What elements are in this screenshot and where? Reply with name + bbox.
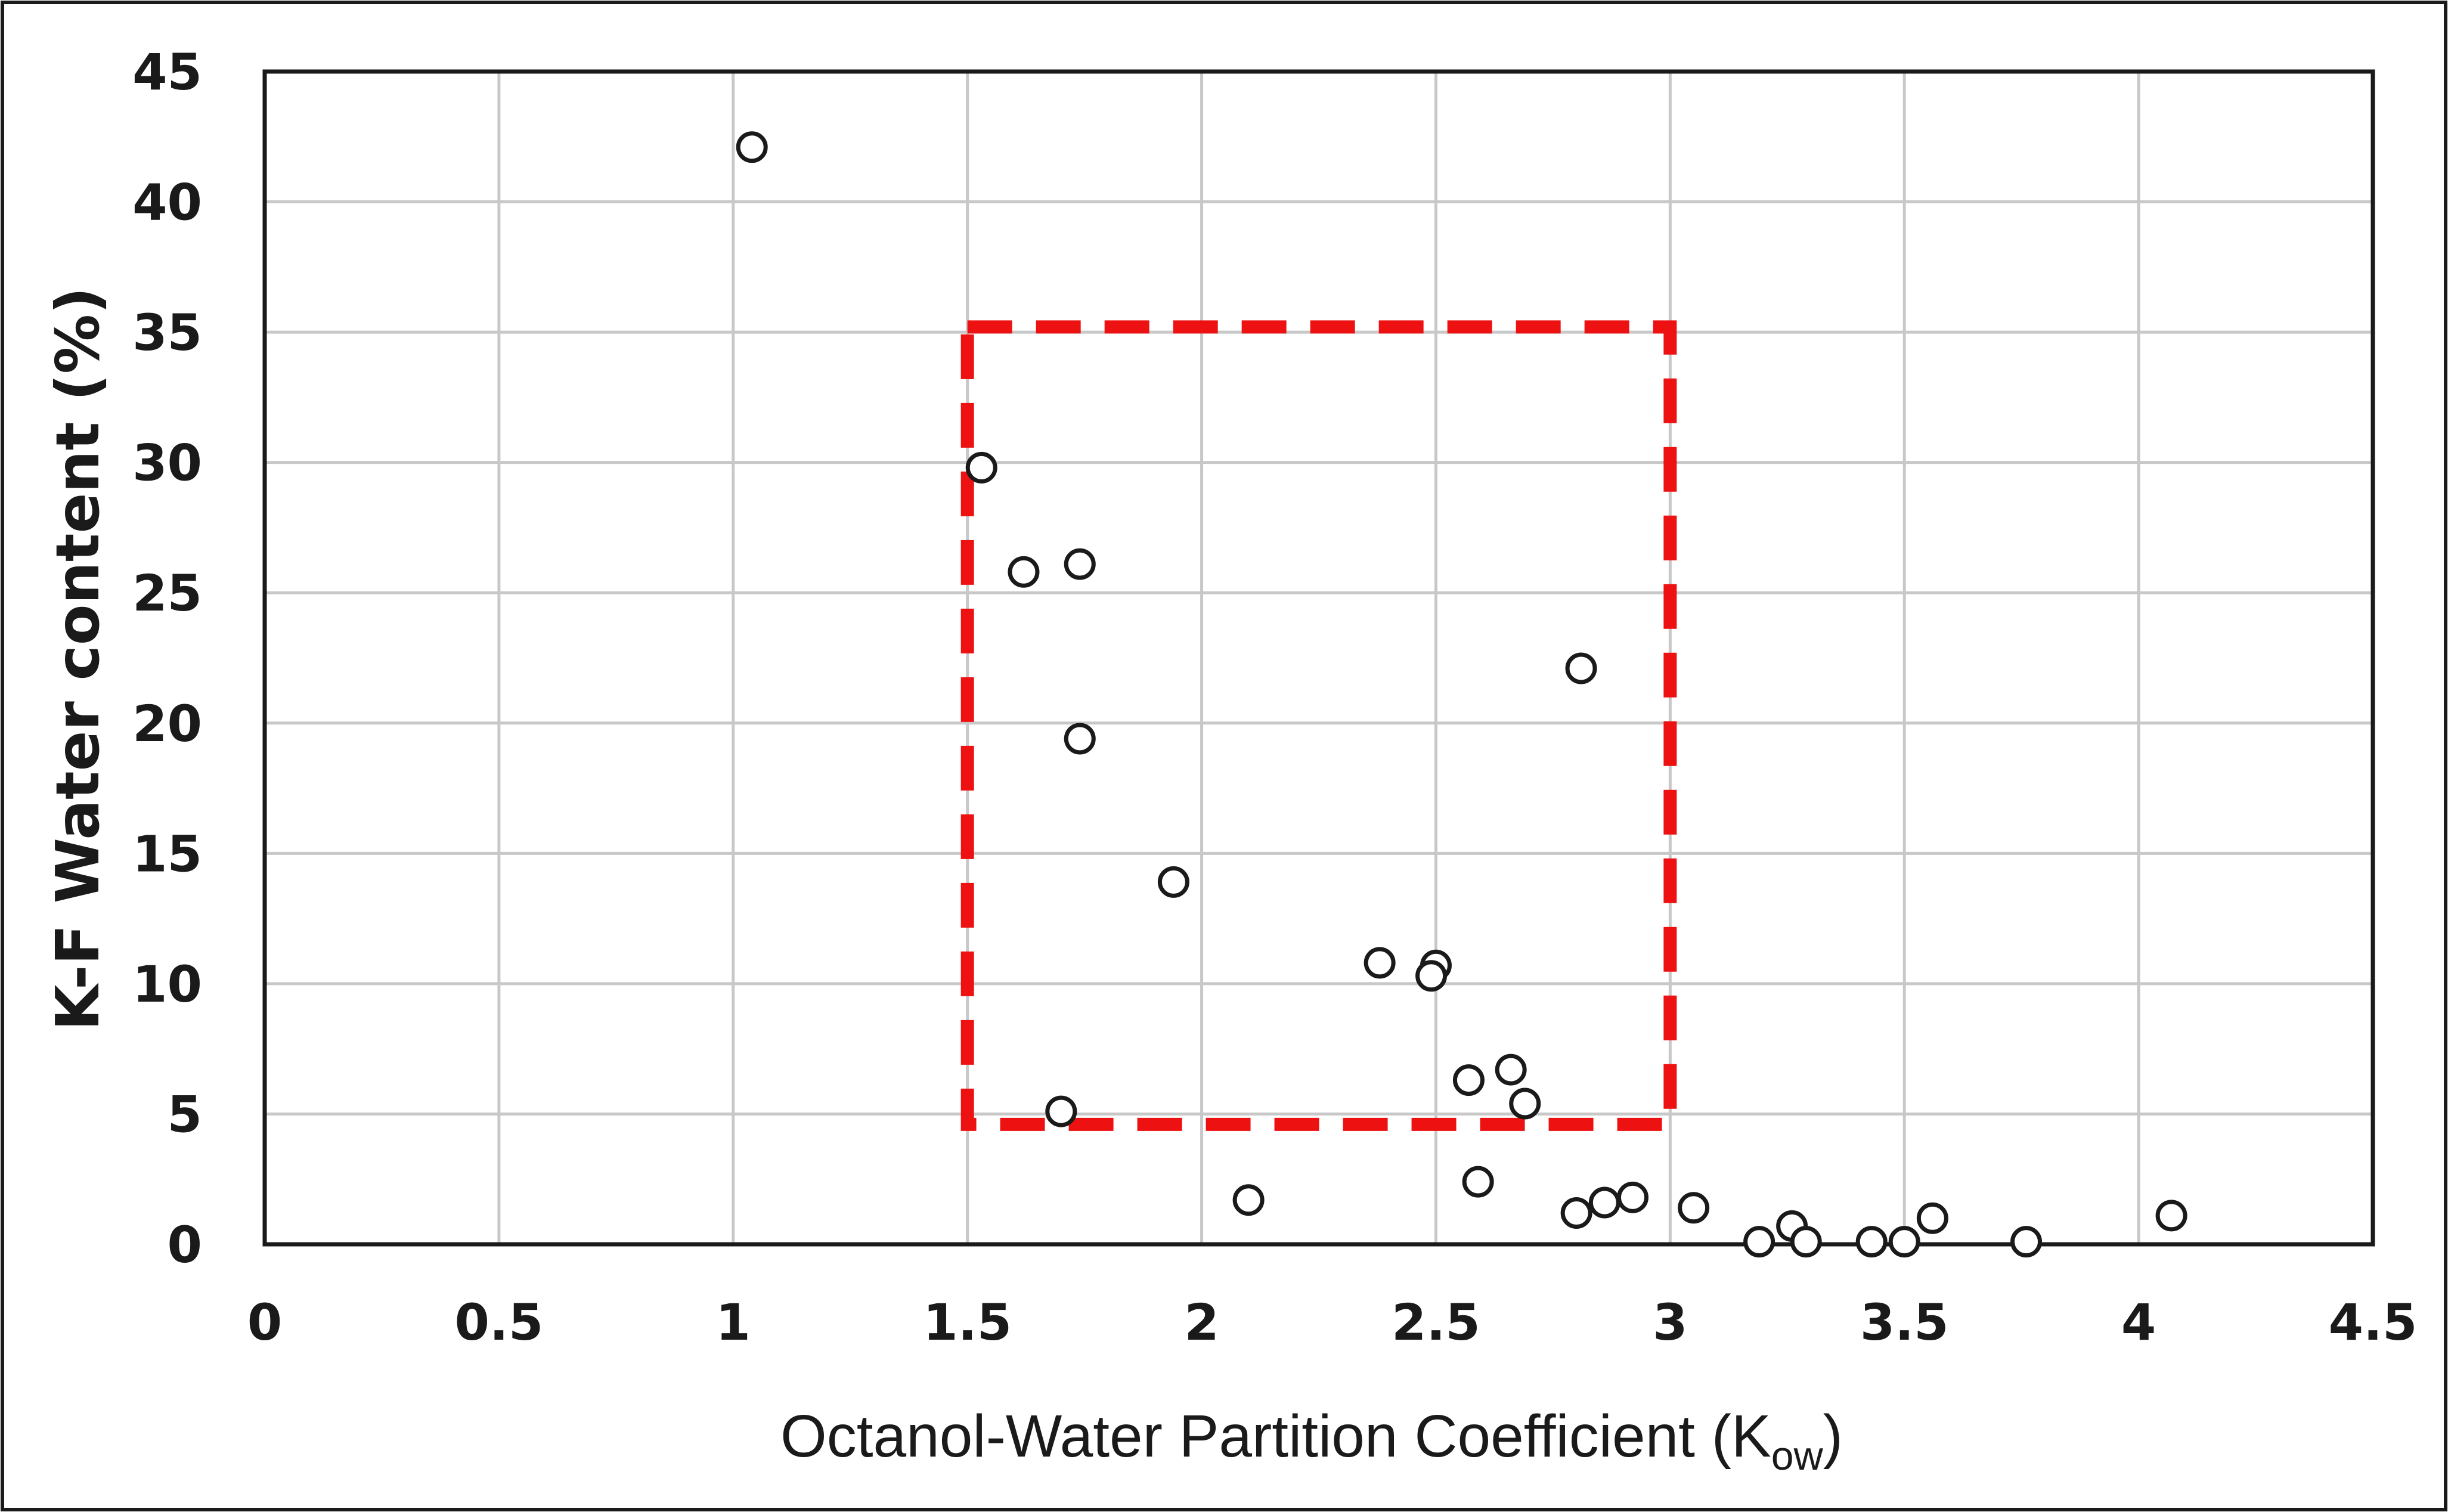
data-point [1045,1095,1077,1127]
y-tick-label: 25 [132,564,202,622]
data-point [965,451,997,484]
y-tick-label: 35 [132,303,202,362]
plot-border [262,69,2375,1247]
data-point [1790,1226,1822,1258]
x-axis-title: Octanol-Water Partition Coefficient (Kow… [780,1403,1843,1479]
y-tick-label: 10 [132,955,202,1014]
y-tick-label: 5 [168,1085,202,1144]
data-point [2155,1200,2187,1232]
data-point [1452,1064,1485,1096]
y-tick-label: 15 [132,825,202,883]
data-point [1415,960,1448,992]
x-tick-label: 2.5 [1392,1293,1480,1352]
y-axis-title: K-F Water content (%) [43,287,113,1031]
data-point [1462,1166,1494,1198]
x-axis-title-close: ) [1823,1403,1843,1470]
x-tick-label: 3.5 [1860,1293,1949,1352]
data-point [1064,723,1096,755]
plot-area-border [262,69,2375,1247]
data-point [1616,1181,1648,1213]
data-points [736,131,2187,1258]
data-point [736,131,768,163]
x-tick-label: 0 [247,1293,282,1352]
x-tick-label: 1.5 [923,1293,1012,1352]
data-point [1008,556,1040,588]
annotations [960,320,1677,1131]
x-tick-label: 2 [1184,1293,1219,1352]
x-tick-labels: 0 0.5 1 1.5 2 2.5 3 3.5 4 4.5 [247,1293,2418,1352]
x-axis-title-subscript: ow [1771,1433,1824,1479]
x-tick-label: 4.5 [2329,1293,2418,1352]
data-point [1157,866,1189,898]
highlight-dashed-box [960,320,1677,1131]
x-tick-label: 0.5 [454,1293,543,1352]
data-point [1509,1087,1541,1120]
data-point [1364,947,1396,979]
x-tick-label: 4 [2121,1293,2156,1352]
data-point [1743,1226,1775,1258]
y-tick-label: 20 [132,695,202,753]
data-point [1588,1186,1620,1219]
y-tick-label: 45 [132,43,202,101]
data-point [2010,1226,2043,1258]
y-tick-label: 0 [168,1216,202,1274]
data-point [1560,1197,1592,1229]
data-point [1064,548,1096,580]
x-axis-title-main: Octanol-Water Partition Coefficient (K [780,1403,1771,1470]
data-point [1232,1184,1265,1216]
data-point [1888,1226,1920,1258]
data-point [1678,1192,1710,1224]
x-tick-label: 3 [1653,1293,1687,1352]
data-point [1916,1202,1948,1234]
data-point [1495,1054,1527,1086]
y-tick-label: 30 [132,434,202,492]
data-point [1565,652,1597,684]
y-tick-label: 40 [132,173,202,232]
data-point [1855,1226,1888,1258]
x-tick-label: 1 [716,1293,751,1352]
y-tick-labels: 0 5 10 15 20 25 30 35 40 45 [132,43,202,1274]
